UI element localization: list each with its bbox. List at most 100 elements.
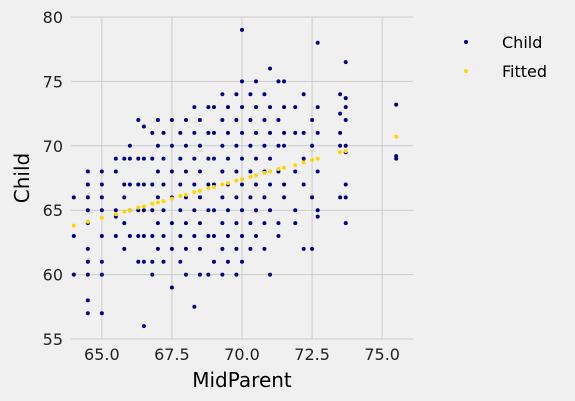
data-point-child [315, 130, 320, 135]
data-point-child [206, 130, 211, 135]
data-point-child [211, 156, 216, 161]
data-point-fitted [240, 177, 244, 182]
data-point-child [85, 311, 90, 316]
data-point-child [394, 156, 399, 161]
data-point-child [248, 169, 253, 174]
data-point-fitted [161, 199, 166, 204]
data-point-child [206, 233, 211, 238]
data-point-child [206, 272, 211, 277]
data-point-child [85, 246, 90, 251]
data-point-child [211, 105, 216, 110]
data-point-child [310, 195, 315, 200]
data-point-child [211, 130, 216, 135]
data-point-fitted [211, 185, 216, 190]
data-point-child [136, 118, 141, 123]
y-tick-label: 55 [43, 330, 63, 349]
data-point-child [343, 118, 348, 123]
data-point-child [220, 195, 225, 200]
data-point-child [254, 182, 259, 187]
data-point-child [141, 124, 146, 129]
data-point-child [122, 182, 127, 187]
data-point-fitted [268, 169, 273, 174]
y-tick-label: 65 [43, 201, 63, 220]
data-point-child [141, 324, 146, 329]
legend-marker-fitted [464, 69, 468, 73]
data-point-fitted [254, 173, 259, 178]
data-point-child [178, 182, 183, 187]
data-point-child [225, 130, 230, 135]
data-point-child [225, 105, 230, 110]
data-point-child [248, 143, 253, 148]
data-point-child [178, 156, 183, 161]
data-point-fitted [85, 219, 90, 224]
data-point-child [192, 208, 197, 213]
legend: Child Fitted [464, 33, 547, 81]
legend-label-child: Child [502, 33, 542, 52]
data-point-fitted [394, 134, 399, 139]
data-point-child [192, 156, 197, 161]
data-point-child [99, 311, 104, 316]
data-point-child [197, 246, 202, 251]
data-point-child [85, 182, 90, 187]
data-point-child [338, 111, 343, 116]
x-tick-label: 65.0 [84, 345, 120, 364]
data-point-child [220, 92, 225, 97]
data-point-child [183, 272, 188, 277]
data-point-child [169, 285, 174, 290]
data-point-fitted [136, 205, 141, 210]
data-point-child [248, 118, 253, 123]
data-point-child [234, 118, 239, 123]
data-point-child [301, 92, 306, 97]
data-point-child [197, 221, 202, 226]
data-point-fitted [155, 200, 160, 205]
x-tick-label: 72.5 [294, 345, 330, 364]
data-point-child [85, 208, 90, 213]
data-point-child [197, 143, 202, 148]
data-point-child [220, 169, 225, 174]
data-point-child [155, 221, 160, 226]
data-point-child [338, 143, 343, 148]
data-point-child [240, 182, 244, 187]
data-point-child [161, 156, 166, 161]
data-point-child [240, 79, 244, 84]
data-point-child [338, 92, 343, 97]
data-point-child [293, 130, 298, 135]
data-point-child [155, 169, 160, 174]
data-point-child [141, 156, 146, 161]
data-point-fitted [315, 156, 320, 161]
data-point-child [282, 105, 287, 110]
data-point-fitted [206, 186, 211, 191]
data-point-child [338, 130, 343, 135]
data-point-child [99, 259, 104, 264]
data-point-child [254, 130, 259, 135]
data-point-child [220, 272, 225, 277]
data-point-child [71, 233, 76, 238]
data-point-fitted [178, 194, 183, 199]
data-point-fitted [282, 165, 287, 170]
y-tick-label: 75 [43, 72, 63, 91]
data-point-child [276, 118, 281, 123]
data-point-fitted [113, 212, 118, 217]
data-point-child [293, 105, 298, 110]
data-point-child [197, 272, 202, 277]
data-point-child [234, 195, 239, 200]
data-point-child [343, 182, 348, 187]
data-point-child [211, 259, 216, 264]
data-point-child [155, 195, 160, 200]
data-point-child [282, 79, 287, 84]
data-point-child [282, 182, 287, 187]
data-point-child [248, 246, 253, 251]
data-point-child [343, 96, 348, 101]
data-point-child [169, 221, 174, 226]
data-point-child [161, 233, 166, 238]
data-point-child [113, 169, 118, 174]
data-point-child [343, 60, 348, 65]
data-point-child [301, 130, 306, 135]
data-point-child [262, 221, 267, 226]
data-point-fitted [293, 163, 298, 168]
data-point-child [262, 118, 267, 123]
data-point-fitted [248, 174, 253, 179]
data-point-child [206, 156, 211, 161]
data-point-fitted [192, 190, 197, 195]
